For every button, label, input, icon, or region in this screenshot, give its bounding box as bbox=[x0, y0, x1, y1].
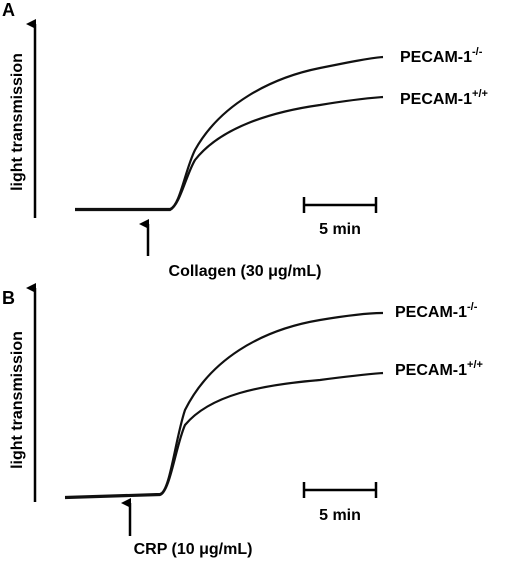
trace-label: PECAM-1+/+ bbox=[395, 359, 483, 379]
text-part: +/+ bbox=[467, 359, 483, 371]
text-part: -/- bbox=[467, 301, 478, 313]
trace-label: PECAM-1-/- bbox=[400, 46, 483, 66]
panel-letter: B bbox=[2, 288, 15, 308]
text-part: PECAM-1 bbox=[395, 362, 467, 379]
panel-b: B light transmission PECAM-1-/- PECAM-1+… bbox=[2, 283, 483, 558]
text-part: +/+ bbox=[472, 88, 488, 100]
trace-label: PECAM-1-/- bbox=[395, 301, 478, 321]
text-part: PECAM-1 bbox=[400, 91, 472, 108]
trace bbox=[75, 55, 384, 211]
trace bbox=[75, 95, 384, 212]
text-part: PECAM-1 bbox=[395, 304, 467, 321]
scale-bar bbox=[302, 197, 378, 213]
trace-label: PECAM-1+/+ bbox=[400, 88, 488, 108]
scale-bar bbox=[302, 482, 378, 498]
text-part: -/- bbox=[472, 46, 483, 58]
y-label: light transmission bbox=[9, 53, 26, 191]
panel-letter: A bbox=[2, 0, 15, 20]
scale-bar-label: 5 min bbox=[319, 221, 361, 238]
agonist-label: Collagen (30 μg/mL) bbox=[169, 263, 322, 280]
scale-bar-label: 5 min bbox=[319, 507, 361, 524]
panel-a: A light transmission PECAM-1-/- PECAM-1+… bbox=[2, 0, 488, 280]
y-label: light transmission bbox=[9, 331, 26, 469]
trace bbox=[64, 371, 384, 500]
trace bbox=[64, 311, 384, 499]
agonist-label: CRP (10 μg/mL) bbox=[134, 541, 253, 558]
text-part: PECAM-1 bbox=[400, 49, 472, 66]
